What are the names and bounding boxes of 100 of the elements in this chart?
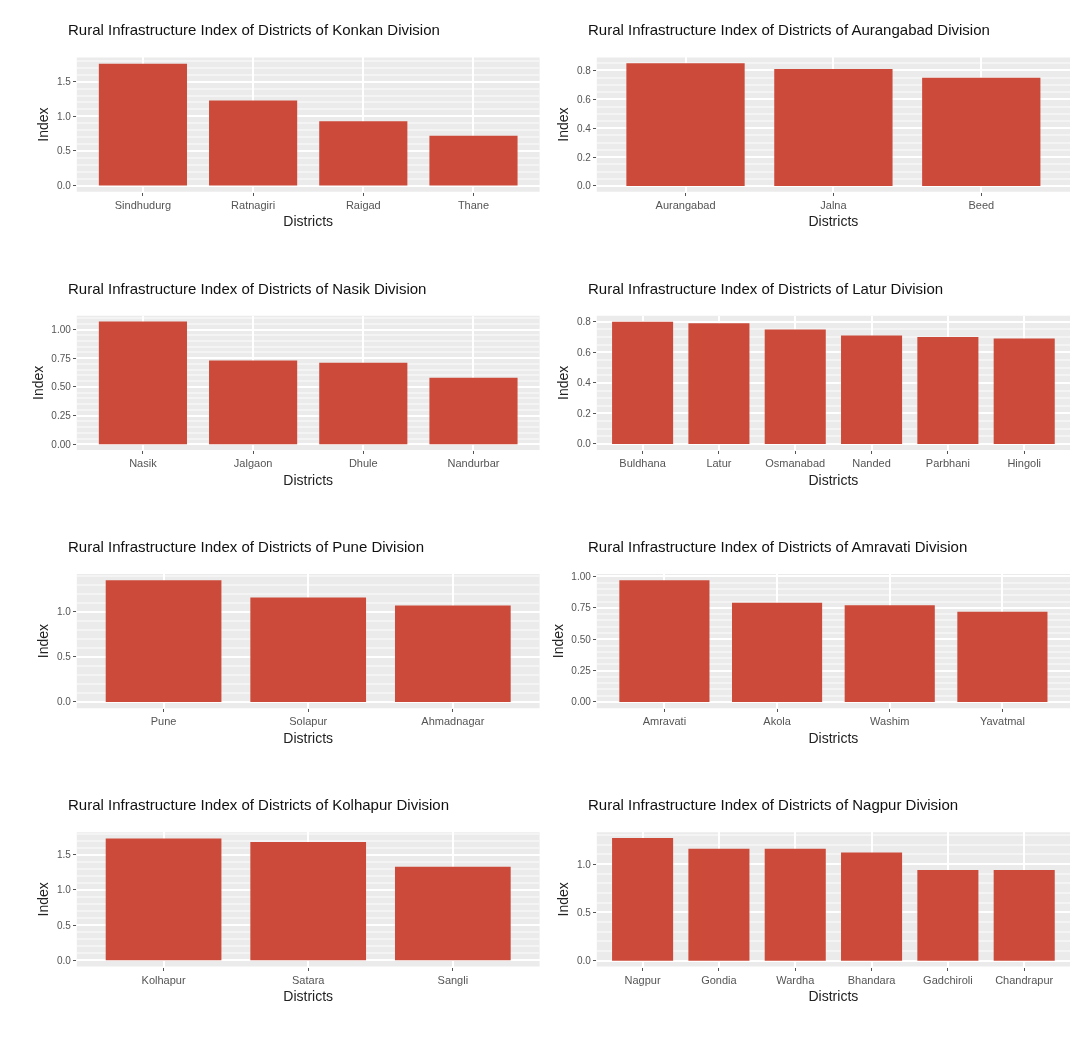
x-tick-label: Aurangabad xyxy=(655,198,716,211)
y-tick-label: 0.8 xyxy=(576,316,592,328)
bar xyxy=(688,323,750,444)
chart-title: Rural Infrastructure Index of Districts of Konkan Division xyxy=(68,21,440,38)
bar xyxy=(764,848,826,961)
y-axis-title: Index xyxy=(35,624,52,659)
y-tick-label: 1.0 xyxy=(56,606,72,618)
y-tick-label: 0.5 xyxy=(56,919,72,931)
bar xyxy=(844,605,935,702)
bar xyxy=(612,321,674,444)
y-axis-title: Index xyxy=(555,107,572,142)
chart-title: Rural Infrastructure Index of Districts of Nagpur Division xyxy=(588,796,959,813)
y-tick-label: 1.5 xyxy=(56,849,72,861)
x-tick-label: Jalna xyxy=(820,198,848,211)
x-tick-label: Washim xyxy=(870,715,910,728)
x-tick-label: Pune xyxy=(150,715,177,728)
bar xyxy=(319,121,408,186)
y-tick-label: 0.00 xyxy=(51,438,72,450)
bar xyxy=(774,69,893,186)
bar xyxy=(250,842,367,961)
x-tick-label: Ratnagiri xyxy=(231,198,276,211)
chart-title: Rural Infrastructure Index of Districts of Nasik Division xyxy=(68,280,427,297)
bar xyxy=(917,869,979,961)
bar xyxy=(394,866,511,961)
y-tick-label: 0.6 xyxy=(576,93,592,105)
bar xyxy=(732,602,823,702)
x-tick-label: Osmanabad xyxy=(765,457,826,470)
y-axis-title: Index xyxy=(35,882,52,917)
y-tick-label: 0.50 xyxy=(51,381,72,393)
x-axis-title: Districts xyxy=(283,213,334,230)
y-tick-label: 0.5 xyxy=(576,906,592,918)
x-tick-label: Hingoli xyxy=(1007,457,1042,470)
bar xyxy=(841,335,903,444)
chart-title: Rural Infrastructure Index of Districts of Aurangabad Division xyxy=(588,21,990,38)
bar xyxy=(841,852,903,961)
y-tick-label: 0.25 xyxy=(51,410,72,422)
bar xyxy=(429,377,518,445)
y-tick-label: 0.6 xyxy=(576,346,592,358)
bar xyxy=(612,838,674,961)
y-tick-label: 0.5 xyxy=(56,651,72,663)
x-tick-label: Gadchiroli xyxy=(923,973,973,986)
x-tick-label: Ahmadnagar xyxy=(421,715,485,728)
y-axis-title: Index xyxy=(29,365,46,401)
bar xyxy=(105,580,222,702)
x-tick-label: Dhule xyxy=(348,457,378,470)
y-tick-label: 0.0 xyxy=(56,180,72,192)
bar xyxy=(250,597,367,702)
y-tick-label: 0.0 xyxy=(56,696,72,708)
y-tick-label: 0.75 xyxy=(51,352,72,364)
x-tick-label: Kolhapur xyxy=(141,973,186,986)
x-tick-label: Latur xyxy=(706,457,732,470)
y-axis-title: Index xyxy=(35,107,52,142)
bar xyxy=(993,338,1055,444)
bar xyxy=(993,869,1055,961)
chart-title: Rural Infrastructure Index of Districts of Kolhapur Division xyxy=(68,796,449,813)
x-tick-label: Jalgaon xyxy=(233,457,273,470)
bar xyxy=(319,362,408,445)
bar xyxy=(98,321,187,445)
x-tick-label: Sindhudurg xyxy=(114,198,172,211)
x-tick-label: Chandrapur xyxy=(995,973,1054,986)
y-tick-label: 0.4 xyxy=(576,377,592,389)
y-tick-label: 0.4 xyxy=(576,122,592,134)
bar xyxy=(917,337,979,444)
x-axis-title: Districts xyxy=(283,729,334,746)
y-tick-label: 0.5 xyxy=(56,145,72,157)
x-tick-label: Parbhani xyxy=(925,457,970,470)
bar xyxy=(619,580,710,702)
x-tick-label: Wardha xyxy=(776,973,816,986)
y-tick-label: 0.0 xyxy=(576,438,592,450)
y-tick-label: 1.0 xyxy=(56,110,72,122)
x-tick-label: Beed xyxy=(968,198,995,211)
bar xyxy=(922,77,1041,186)
x-tick-label: Thane xyxy=(457,198,490,211)
y-tick-label: 0.8 xyxy=(576,64,592,76)
y-tick-label: 1.00 xyxy=(51,324,72,336)
y-tick-label: 1.5 xyxy=(56,76,72,88)
x-tick-label: Buldhana xyxy=(619,457,667,470)
x-tick-label: Bhandara xyxy=(847,973,897,986)
x-tick-label: Gondia xyxy=(701,973,738,986)
y-tick-label: 0.25 xyxy=(571,665,592,677)
bar xyxy=(957,611,1048,702)
y-tick-label: 0.75 xyxy=(571,602,592,614)
x-axis-title: Districts xyxy=(808,729,859,746)
y-tick-label: 1.0 xyxy=(56,884,72,896)
bar xyxy=(626,63,745,186)
bar xyxy=(394,605,511,702)
y-tick-label: 1.0 xyxy=(576,858,592,870)
x-axis-title: Districts xyxy=(808,471,859,488)
y-axis-title: Index xyxy=(555,882,572,917)
x-tick-label: Akola xyxy=(763,715,792,728)
x-tick-label: Nagpur xyxy=(624,973,661,986)
x-tick-label: Sangli xyxy=(437,973,469,986)
x-axis-title: Districts xyxy=(283,988,334,1005)
bar xyxy=(764,329,826,444)
bar xyxy=(105,838,222,961)
y-tick-label: 0.2 xyxy=(576,407,592,419)
y-axis-title: Index xyxy=(549,624,566,659)
chart-title: Rural Infrastructure Index of Districts of Pune Division xyxy=(68,538,424,555)
chart-title: Rural Infrastructure Index of Districts of Amravati Division xyxy=(588,538,968,555)
y-tick-label: 0.0 xyxy=(576,180,592,192)
